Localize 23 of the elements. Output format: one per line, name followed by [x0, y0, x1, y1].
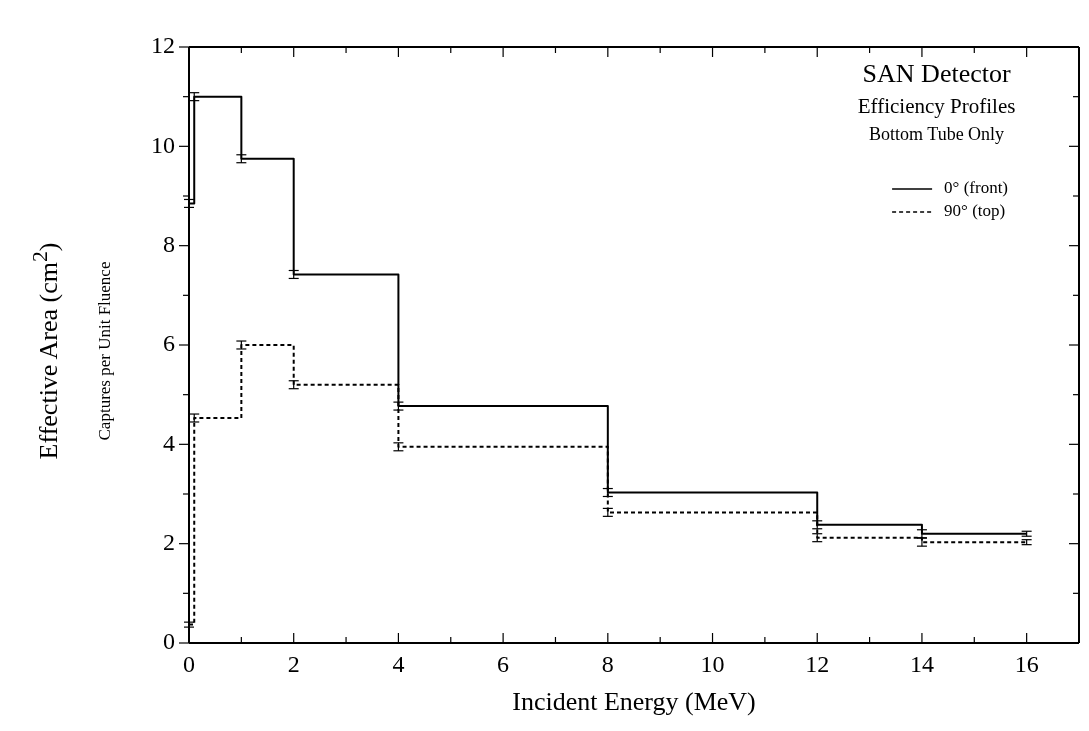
legend-label: 90° (top)	[944, 201, 1006, 221]
legend-label: 0° (front)	[944, 178, 1009, 198]
x-tick-label: 4	[392, 650, 405, 677]
x-tick-label: 0	[183, 650, 195, 677]
x-tick-label: 6	[497, 650, 510, 677]
y-tick-label: 4	[163, 429, 175, 456]
x-tick-label: 12	[805, 650, 830, 677]
x-tick-label: 2	[287, 650, 300, 677]
text: Efficiency Profiles	[857, 93, 1016, 118]
text: Captures per Unit Fluence	[95, 261, 115, 441]
x-tick-label: 16	[1014, 650, 1039, 677]
annotation: Bottom Tube Only	[869, 123, 1005, 144]
x-tick-label: 14	[909, 650, 934, 677]
y-tick-label: 8	[163, 230, 175, 257]
x-tick-label: 8	[601, 650, 614, 677]
y-tick-label: 2	[163, 528, 175, 555]
x-axis-title: Incident Energy (MeV)	[512, 687, 756, 717]
text: SAN Detector	[862, 58, 1011, 88]
y-tick-label: 6	[163, 330, 175, 357]
y-tick-label: 12	[151, 32, 175, 59]
x-tick-label: 10	[700, 650, 725, 677]
y-tick-label: 10	[151, 131, 175, 158]
y-tick-label: 0	[163, 628, 175, 655]
